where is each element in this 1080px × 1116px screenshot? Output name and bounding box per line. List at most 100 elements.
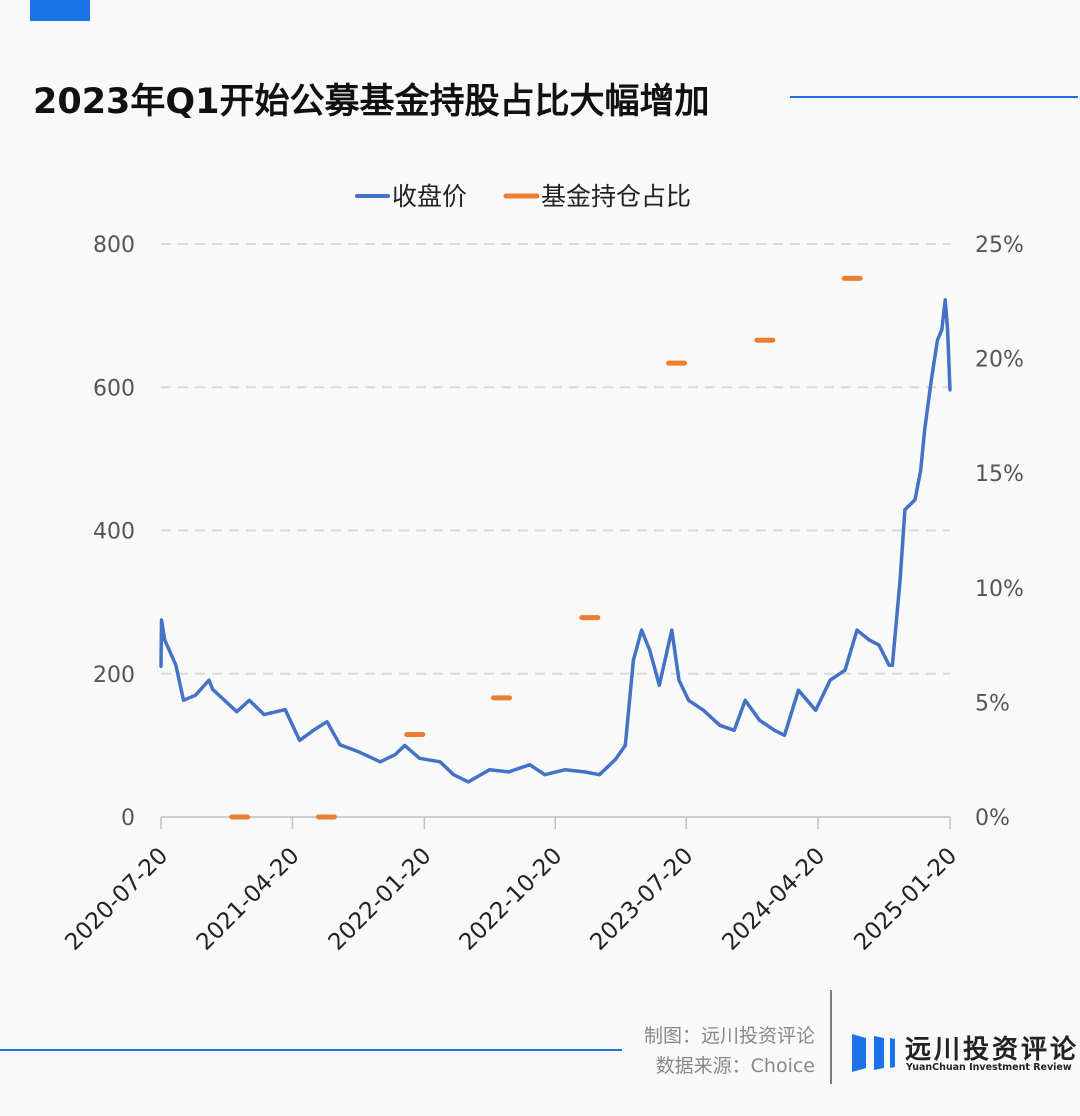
price-point bbox=[623, 743, 627, 747]
y-right-tick-label: 20% bbox=[975, 348, 1024, 373]
price-point bbox=[338, 743, 342, 747]
price-point bbox=[262, 713, 266, 717]
price-point bbox=[890, 663, 894, 667]
x-tick-label: 2024-04-20 bbox=[717, 843, 830, 956]
price-point bbox=[796, 688, 800, 692]
plot-area bbox=[159, 275, 952, 820]
chart-title: 2023年Q1开始公募基金持股占比大幅增加 bbox=[33, 81, 710, 122]
price-point bbox=[182, 698, 186, 702]
price-point bbox=[194, 693, 198, 697]
y-left-tick-label: 400 bbox=[93, 520, 135, 545]
y-left-tick-label: 200 bbox=[93, 663, 135, 688]
price-point bbox=[855, 628, 859, 632]
price-point bbox=[732, 728, 736, 732]
x-tick-label: 2022-01-20 bbox=[324, 843, 437, 956]
price-point bbox=[207, 678, 211, 682]
price-point bbox=[940, 328, 944, 332]
price-point bbox=[488, 768, 492, 772]
price-point bbox=[163, 638, 167, 642]
price-point bbox=[159, 618, 163, 622]
price-point bbox=[843, 668, 847, 672]
price-point bbox=[887, 663, 891, 667]
price-point bbox=[913, 498, 917, 502]
price-point bbox=[946, 328, 950, 332]
y-left-tick-label: 800 bbox=[93, 233, 135, 258]
price-point bbox=[283, 708, 287, 712]
credit-text: 制图：远川投资评论 bbox=[644, 1025, 815, 1047]
y-right-tick-label: 10% bbox=[975, 577, 1024, 602]
price-point bbox=[159, 665, 163, 669]
legend-label-price: 收盘价 bbox=[392, 182, 467, 211]
price-line bbox=[159, 298, 952, 784]
price-point bbox=[452, 773, 456, 777]
price-point bbox=[418, 756, 422, 760]
price-point bbox=[563, 768, 567, 772]
price-point bbox=[235, 710, 239, 714]
y-axis-left: 0 200 400 600 800 bbox=[93, 233, 135, 831]
price-point bbox=[543, 773, 547, 777]
price-point bbox=[943, 298, 947, 302]
price-point bbox=[247, 698, 251, 702]
y-axis-right: 0% 5% 10% 15% 20% 25% bbox=[975, 233, 1024, 831]
y-right-tick-label: 0% bbox=[975, 806, 1010, 831]
price-point bbox=[919, 468, 923, 472]
legend-label-fund: 基金持仓占比 bbox=[541, 182, 691, 211]
price-point bbox=[783, 733, 787, 737]
price-point bbox=[903, 508, 907, 512]
x-tick-label: 2025-01-20 bbox=[849, 843, 962, 956]
price-point bbox=[948, 388, 952, 392]
price-point bbox=[403, 743, 407, 747]
price-point bbox=[814, 708, 818, 712]
price-point bbox=[687, 698, 691, 702]
price-point bbox=[772, 728, 776, 732]
y-left-tick-label: 0 bbox=[121, 806, 135, 831]
price-point bbox=[613, 758, 617, 762]
x-tick-label: 2021-04-20 bbox=[192, 843, 305, 956]
brand-logo-icon bbox=[852, 1034, 895, 1072]
price-point bbox=[867, 638, 871, 642]
source-text: 数据来源：Choice bbox=[656, 1055, 815, 1077]
gridlines bbox=[161, 243, 950, 675]
price-point bbox=[631, 658, 635, 662]
price-point bbox=[583, 770, 587, 774]
legend: 收盘价 基金持仓占比 bbox=[355, 182, 691, 211]
price-point bbox=[758, 718, 762, 722]
price-point bbox=[528, 763, 532, 767]
price-point bbox=[211, 688, 215, 692]
price-point bbox=[298, 738, 302, 742]
price-point bbox=[828, 678, 832, 682]
price-point bbox=[393, 753, 397, 757]
price-point bbox=[929, 378, 933, 382]
price-point bbox=[507, 770, 511, 774]
y-right-tick-label: 5% bbox=[975, 691, 1010, 716]
brand-name-cn: 远川投资评论 bbox=[905, 1035, 1079, 1065]
price-point bbox=[640, 628, 644, 632]
price-point bbox=[718, 723, 722, 727]
price-point bbox=[466, 780, 470, 784]
price-point bbox=[898, 578, 902, 582]
y-right-tick-label: 25% bbox=[975, 233, 1024, 258]
x-tick-label: 2020-07-20 bbox=[60, 843, 173, 956]
price-point bbox=[378, 760, 382, 764]
x-tick-label: 2022-10-20 bbox=[455, 843, 568, 956]
price-point bbox=[877, 643, 881, 647]
price-point bbox=[597, 773, 601, 777]
price-point bbox=[174, 663, 178, 667]
footer: 制图：远川投资评论 数据来源：Choice 远川投资评论 YuanChuan I… bbox=[0, 990, 1079, 1084]
price-point bbox=[743, 698, 747, 702]
price-point bbox=[438, 760, 442, 764]
price-point bbox=[357, 750, 361, 754]
price-point bbox=[325, 720, 329, 724]
price-point bbox=[648, 648, 652, 652]
x-axis: 2020-07-20 2021-04-20 2022-01-20 2022-10-20… bbox=[60, 816, 962, 956]
price-point bbox=[936, 338, 940, 342]
corner-accent-block bbox=[30, 0, 90, 21]
price-point bbox=[670, 628, 674, 632]
y-right-tick-label: 15% bbox=[975, 462, 1024, 487]
price-point bbox=[923, 428, 927, 432]
y-left-tick-label: 600 bbox=[93, 376, 135, 401]
x-tick-label: 2023-07-20 bbox=[586, 843, 699, 956]
price-point bbox=[701, 708, 705, 712]
price-point bbox=[657, 683, 661, 687]
